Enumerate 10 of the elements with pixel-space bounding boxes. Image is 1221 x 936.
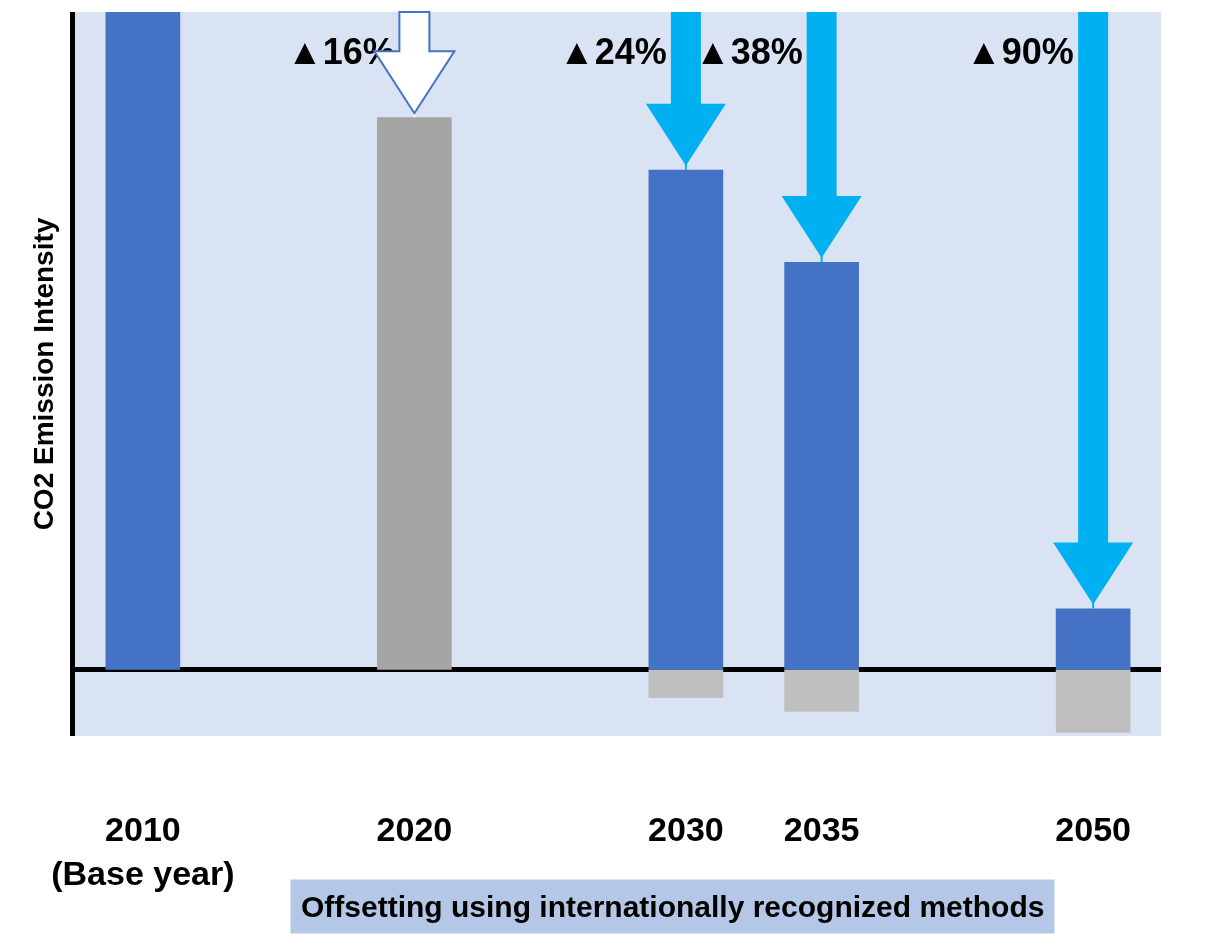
annotation: ▲24% — [559, 31, 667, 72]
y-axis-title: CO2 Emission Intensity — [27, 217, 59, 531]
annotation: ▲38% — [695, 31, 803, 72]
x-tick-label: 2035 — [783, 810, 860, 848]
text: Offsetting using internationally recognized methods — [301, 890, 1045, 923]
annotation: ▲90% — [966, 31, 1074, 72]
x-tick-label: 2050 — [1055, 810, 1131, 848]
x-tick-label: 2020 — [376, 810, 453, 848]
x-tick-label: 2030 — [648, 810, 724, 848]
x-tick-label: 2010 (Base year) — [51, 810, 235, 893]
